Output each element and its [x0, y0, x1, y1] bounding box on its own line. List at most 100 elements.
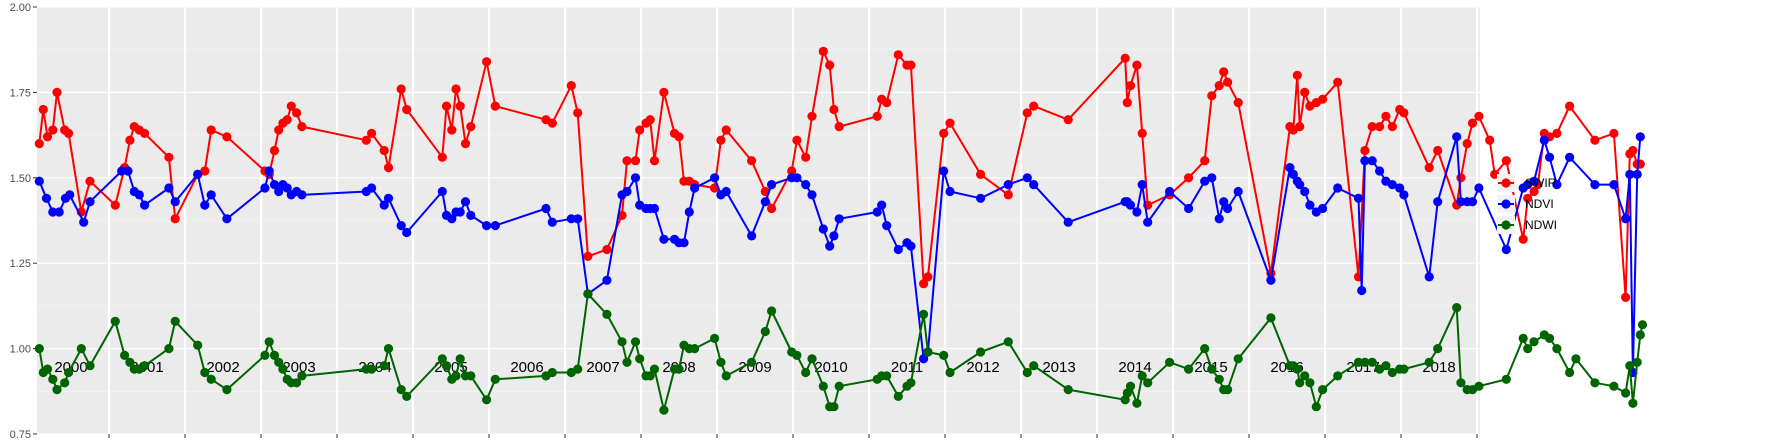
data-point-swir: [34, 139, 44, 149]
data-point-swir: [939, 128, 949, 138]
data-point-ndwi: [1590, 378, 1600, 388]
data-point-swir: [801, 152, 811, 162]
data-point-ndvi: [1288, 169, 1298, 179]
data-point-ndvi: [1387, 180, 1397, 190]
data-point-ndvi: [1529, 176, 1539, 186]
data-point-swir: [1375, 122, 1385, 132]
data-point-ndvi: [1165, 186, 1175, 197]
data-point-ndwi: [645, 371, 655, 381]
data-point-ndvi: [193, 169, 203, 179]
data-point-swir: [872, 111, 882, 121]
data-point-ndvi: [919, 354, 929, 364]
data-point-ndwi: [1311, 402, 1321, 412]
data-point-ndvi: [466, 210, 476, 220]
data-point-ndvi: [79, 217, 89, 227]
data-point-ndwi: [747, 357, 757, 367]
data-point-swir: [919, 279, 929, 289]
data-point-ndwi: [1632, 357, 1642, 367]
data-point-ndvi: [801, 180, 811, 190]
data-point-ndwi: [170, 316, 180, 326]
data-point-ndwi: [200, 367, 210, 378]
data-point-ndwi: [1456, 378, 1466, 388]
y-tick-label: 1.00: [10, 344, 31, 356]
data-point-ndwi: [1625, 361, 1635, 371]
data-point-ndwi: [1266, 313, 1276, 323]
data-point-ndvi: [222, 214, 232, 224]
data-point-ndwi: [379, 361, 389, 371]
y-tick-label: 1.50: [10, 173, 31, 185]
data-point-ndvi: [882, 221, 892, 231]
data-point-ndvi: [1367, 156, 1377, 166]
data-point-swir: [269, 145, 280, 156]
data-point-ndwi: [140, 361, 150, 371]
data-point-ndwi: [48, 374, 58, 384]
data-point-ndvi: [41, 193, 52, 203]
data-point-swir: [1063, 115, 1073, 125]
data-point-swir: [1125, 81, 1136, 91]
data-point-ndvi: [566, 214, 576, 224]
data-point-ndwi: [76, 344, 86, 354]
data-point-ndvi: [1305, 200, 1315, 210]
data-point-swir: [455, 101, 465, 111]
data-point-ndvi: [1360, 156, 1370, 166]
data-point-swir: [437, 152, 447, 162]
data-point-ndwi: [1360, 357, 1370, 367]
data-point-swir: [721, 125, 731, 135]
data-point-ndvi: [282, 183, 292, 193]
data-point-ndwi: [690, 344, 700, 354]
data-point-swir: [42, 132, 53, 142]
data-point-swir: [1387, 122, 1397, 132]
year-label-2003: 2003: [282, 359, 315, 376]
year-label-2007: 2007: [586, 359, 619, 376]
year-label-2010: 2010: [814, 359, 847, 376]
data-point-ndwi: [1137, 371, 1147, 381]
data-point-ndvi: [269, 180, 280, 190]
data-point-ndvi: [834, 214, 844, 224]
data-point-ndwi: [1552, 344, 1562, 354]
data-point-ndwi: [1424, 357, 1434, 367]
data-point-ndwi: [278, 364, 288, 374]
data-point-ndwi: [120, 350, 130, 360]
data-point-swir: [716, 135, 726, 145]
data-point-ndwi: [1184, 364, 1194, 374]
data-point-ndwi: [441, 361, 452, 371]
data-point-ndwi: [396, 385, 406, 395]
data-point-swir: [1609, 128, 1619, 138]
data-point-swir: [110, 200, 120, 210]
data-point-ndwi: [402, 391, 412, 401]
data-point-swir: [792, 135, 802, 145]
data-point-ndvi: [1399, 190, 1409, 200]
data-point-ndwi: [264, 337, 274, 347]
data-point-swir: [52, 87, 62, 97]
data-point-swir: [1223, 77, 1233, 87]
data-point-ndvi: [659, 234, 669, 244]
data-point-swir: [747, 156, 757, 166]
data-point-ndwi: [834, 381, 844, 391]
data-point-ndvi: [455, 207, 465, 217]
y-tick-label: 0.75: [10, 429, 31, 441]
legend-key-point-ndvi: [1501, 199, 1511, 209]
data-point-swir: [1214, 81, 1224, 91]
data-point-swir: [622, 156, 632, 166]
year-label-2011: 2011: [891, 359, 923, 376]
data-point-ndwi: [1529, 337, 1539, 347]
year-label-2013: 2013: [1042, 359, 1075, 376]
data-point-swir: [282, 115, 292, 125]
data-point-ndwi: [1233, 354, 1243, 364]
data-point-ndwi: [1518, 333, 1528, 343]
data-point-swir: [635, 125, 645, 135]
data-point-swir: [906, 60, 916, 70]
data-point-ndvi: [1632, 169, 1642, 179]
data-point-ndvi: [1285, 163, 1295, 173]
data-point-swir: [64, 128, 74, 138]
data-point-ndwi: [42, 364, 53, 374]
data-point-ndwi: [1545, 333, 1555, 343]
year-label-2014: 2014: [1118, 359, 1151, 376]
data-point-swir: [1295, 122, 1305, 132]
data-point-ndwi: [110, 316, 120, 326]
data-point-ndvi: [1184, 203, 1194, 214]
data-point-ndwi: [1565, 367, 1575, 378]
data-point-ndwi: [1200, 344, 1210, 354]
data-point-ndvi: [379, 200, 389, 210]
